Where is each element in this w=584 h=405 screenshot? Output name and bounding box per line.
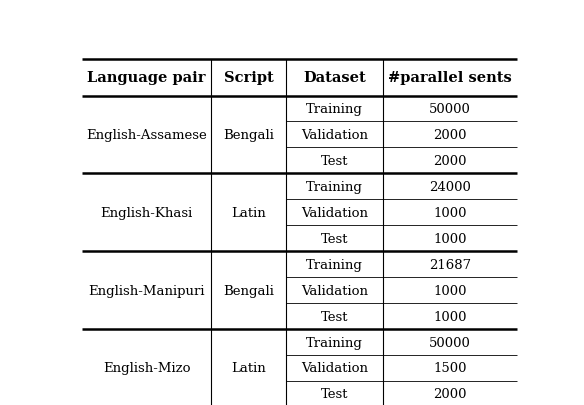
Text: Dataset: Dataset (303, 71, 366, 85)
Text: 2000: 2000 (433, 129, 467, 142)
Text: Test: Test (321, 310, 348, 323)
Text: Validation: Validation (301, 206, 368, 219)
Text: 1000: 1000 (433, 284, 467, 297)
Text: 24000: 24000 (429, 180, 471, 194)
Text: 2000: 2000 (433, 155, 467, 168)
Text: 1000: 1000 (433, 206, 467, 219)
Text: 50000: 50000 (429, 103, 471, 116)
Text: English-Khasi: English-Khasi (100, 206, 193, 219)
Text: 50000: 50000 (429, 336, 471, 349)
Text: 1000: 1000 (433, 232, 467, 245)
Text: 21687: 21687 (429, 258, 471, 271)
Text: Validation: Validation (301, 129, 368, 142)
Text: Bengali: Bengali (223, 129, 274, 142)
Text: Latin: Latin (231, 362, 266, 375)
Text: Test: Test (321, 155, 348, 168)
Text: Language pair: Language pair (87, 71, 206, 85)
Text: Script: Script (224, 71, 273, 85)
Text: Validation: Validation (301, 362, 368, 375)
Text: Test: Test (321, 388, 348, 401)
Text: Test: Test (321, 232, 348, 245)
Text: 2000: 2000 (433, 388, 467, 401)
Text: Training: Training (306, 103, 363, 116)
Text: Latin: Latin (231, 206, 266, 219)
Text: English-Mizo: English-Mizo (103, 362, 190, 375)
Text: English-Manipuri: English-Manipuri (88, 284, 205, 297)
Text: 1500: 1500 (433, 362, 467, 375)
Text: 1000: 1000 (433, 310, 467, 323)
Text: #parallel sents: #parallel sents (388, 71, 512, 85)
Text: Training: Training (306, 336, 363, 349)
Text: Bengali: Bengali (223, 284, 274, 297)
Text: Training: Training (306, 180, 363, 194)
Text: Validation: Validation (301, 284, 368, 297)
Text: Training: Training (306, 258, 363, 271)
Text: English-Assamese: English-Assamese (86, 129, 207, 142)
